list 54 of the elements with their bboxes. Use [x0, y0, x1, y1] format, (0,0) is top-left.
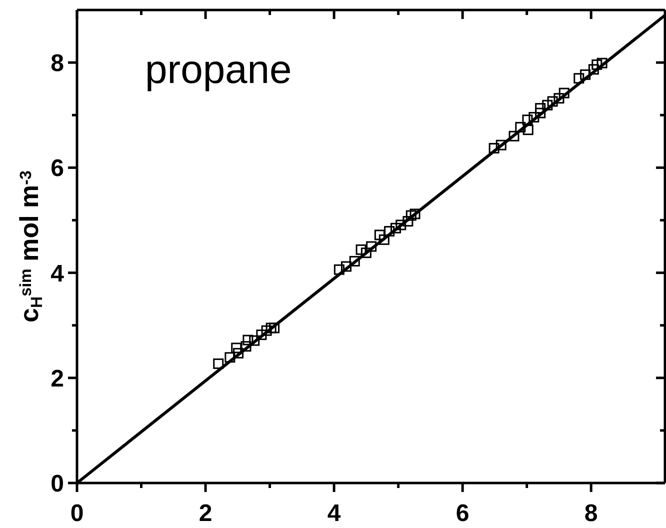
point: [396, 220, 406, 230]
point: [341, 261, 352, 272]
point: [580, 69, 591, 80]
point: [242, 334, 254, 346]
point: [488, 142, 500, 154]
point: [522, 124, 534, 136]
point: [596, 58, 608, 68]
annotation: propane: [145, 48, 292, 92]
point: [508, 130, 520, 142]
point: [256, 330, 267, 340]
point: [592, 59, 602, 70]
point: [233, 348, 244, 358]
y-tick-label: 6: [50, 155, 64, 182]
point: [240, 341, 252, 352]
point: [213, 358, 224, 369]
x-tick-label: 2: [198, 500, 212, 527]
point: [410, 208, 420, 220]
point: [558, 88, 570, 98]
point: [374, 230, 385, 240]
point: [402, 216, 414, 227]
x-tick-label: 8: [584, 500, 598, 527]
point: [269, 322, 280, 334]
point: [528, 112, 540, 122]
x-tick-label: 4: [327, 500, 342, 527]
point: [384, 226, 395, 237]
point: [588, 64, 599, 75]
y-tick-label: 4: [50, 260, 65, 288]
point: [574, 73, 584, 84]
point: [334, 264, 344, 275]
point: [261, 325, 272, 336]
y-tick-label: 2: [50, 365, 64, 392]
point: [349, 256, 360, 266]
x-tick-label: 6: [456, 500, 470, 527]
point: [366, 241, 377, 252]
point: [378, 234, 390, 245]
point: [266, 322, 276, 334]
point: [535, 108, 546, 118]
point: [547, 96, 558, 107]
y-tick-label: 0: [50, 470, 64, 498]
point: [535, 103, 546, 114]
point: [360, 248, 372, 258]
point: [496, 140, 506, 150]
point: [515, 122, 526, 132]
x-tick-label: 0: [70, 500, 84, 527]
y-tick-label: 8: [50, 50, 64, 78]
point: [249, 335, 260, 346]
point: [231, 342, 242, 354]
point: [356, 244, 366, 255]
point: [554, 93, 564, 104]
point: [542, 100, 553, 110]
point: [224, 352, 236, 363]
point: [390, 222, 401, 234]
point: [406, 210, 416, 221]
point: [522, 114, 533, 126]
